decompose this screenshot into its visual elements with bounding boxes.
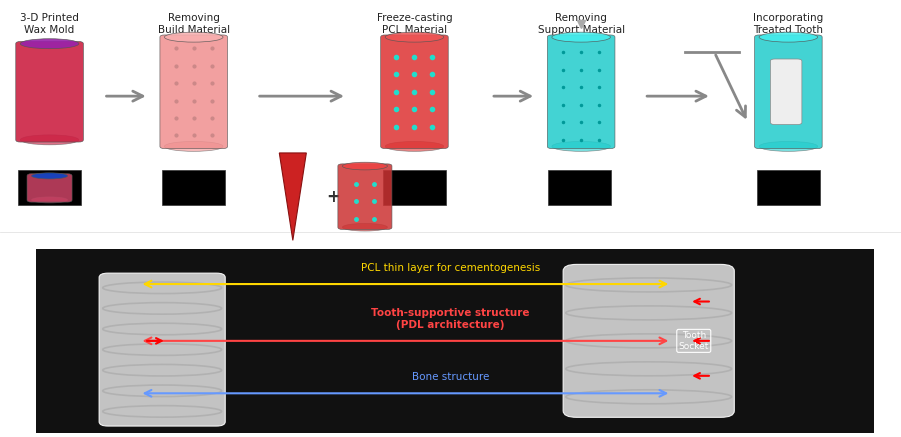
Ellipse shape — [20, 39, 79, 49]
Text: Tooth-supportive structure
(PDL architecture): Tooth-supportive structure (PDL architec… — [371, 309, 530, 330]
Ellipse shape — [551, 142, 611, 151]
FancyBboxPatch shape — [548, 35, 614, 149]
FancyBboxPatch shape — [338, 164, 392, 229]
Ellipse shape — [164, 142, 223, 151]
Text: 3-D Printed
Wax Mold: 3-D Printed Wax Mold — [20, 13, 79, 35]
Text: Freeze-casting
PCL Material: Freeze-casting PCL Material — [377, 13, 452, 35]
FancyBboxPatch shape — [36, 249, 874, 433]
FancyBboxPatch shape — [162, 170, 225, 205]
FancyBboxPatch shape — [381, 35, 449, 149]
Ellipse shape — [32, 173, 68, 179]
FancyBboxPatch shape — [383, 170, 446, 205]
FancyBboxPatch shape — [770, 59, 802, 125]
Ellipse shape — [759, 32, 818, 42]
Text: PCL-filled
mold: PCL-filled mold — [344, 271, 386, 290]
FancyBboxPatch shape — [757, 170, 820, 205]
FancyBboxPatch shape — [18, 170, 81, 205]
Text: +: + — [326, 187, 341, 206]
FancyBboxPatch shape — [27, 173, 72, 202]
FancyBboxPatch shape — [563, 264, 734, 417]
Text: Removing
Build Material: Removing Build Material — [158, 13, 230, 35]
Text: Bone structure: Bone structure — [412, 372, 489, 382]
Ellipse shape — [32, 197, 68, 203]
Text: Wax
Tooth: Wax Tooth — [281, 271, 305, 290]
Ellipse shape — [551, 32, 611, 42]
Text: Incorporating
Treated Tooth: Incorporating Treated Tooth — [753, 13, 824, 35]
Ellipse shape — [386, 32, 444, 42]
Ellipse shape — [20, 135, 79, 145]
Ellipse shape — [342, 162, 387, 170]
Ellipse shape — [386, 142, 444, 151]
Ellipse shape — [759, 142, 818, 151]
Text: Removing
Support Material: Removing Support Material — [538, 13, 624, 35]
Text: PCL thin layer for cementogenesis: PCL thin layer for cementogenesis — [361, 263, 540, 273]
Text: Tooth
Socket: Tooth Socket — [678, 331, 709, 350]
Ellipse shape — [164, 32, 223, 42]
FancyBboxPatch shape — [99, 273, 225, 426]
FancyBboxPatch shape — [755, 35, 823, 149]
Polygon shape — [279, 153, 306, 240]
FancyBboxPatch shape — [548, 170, 611, 205]
FancyBboxPatch shape — [160, 35, 227, 149]
Ellipse shape — [342, 223, 387, 231]
FancyBboxPatch shape — [15, 42, 83, 142]
